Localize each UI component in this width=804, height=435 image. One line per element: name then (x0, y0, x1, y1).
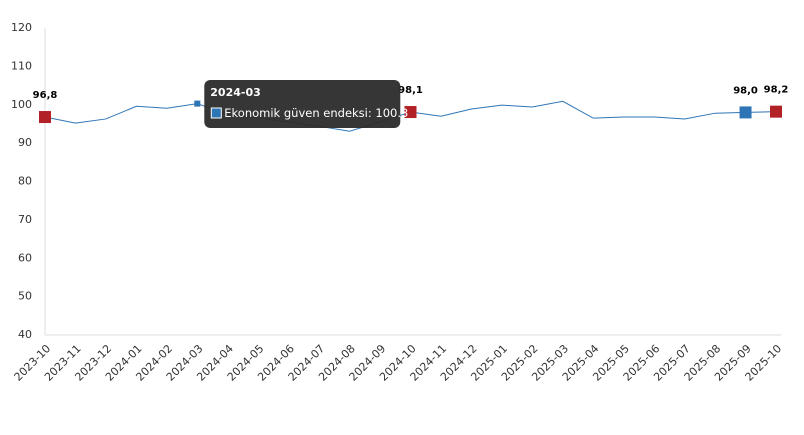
tooltip-box (204, 80, 401, 128)
y-tick-label: 80 (18, 175, 32, 188)
data-label: 98,2 (764, 85, 789, 96)
tooltip-value: 100.3 (375, 106, 408, 120)
y-tick-label: 60 (18, 251, 32, 264)
tooltip-swatch (210, 107, 222, 119)
marker (39, 111, 51, 124)
y-tick-label: 40 (18, 328, 32, 341)
tooltip: 2024-03 Ekonomik güven endeksi: 100.3 (204, 80, 408, 128)
y-tick-label: 110 (11, 59, 32, 72)
tooltip-title: 2024-03 (210, 86, 261, 99)
y-tick-label: 50 (18, 290, 32, 303)
y-tick-label: 90 (18, 136, 32, 149)
marker (194, 100, 201, 107)
data-label: 96,8 (33, 90, 58, 101)
marker (404, 106, 417, 119)
tooltip-text: Ekonomik güven endeksi: 100.3 (224, 106, 408, 120)
y-tick-label: 100 (11, 98, 32, 111)
tooltip-name: Ekonomik güven endeksi (224, 106, 368, 120)
y-tick-label: 120 (11, 21, 32, 34)
marker (739, 106, 752, 119)
marker (770, 105, 782, 118)
data-label: 98,0 (733, 85, 758, 96)
y-tick-label: 70 (18, 213, 32, 226)
data-label: 98,1 (398, 85, 423, 96)
tooltip-sep: : (368, 106, 376, 120)
